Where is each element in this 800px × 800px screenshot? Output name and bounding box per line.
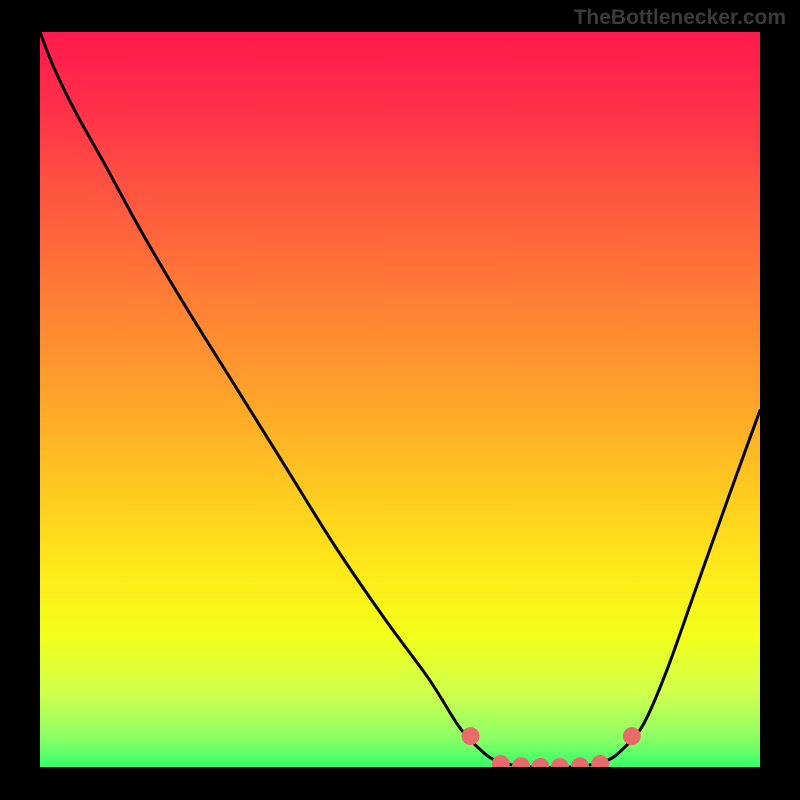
- curve-marker: [531, 758, 549, 767]
- curve-marker: [512, 757, 530, 767]
- curve-marker: [623, 727, 641, 745]
- chart-frame: TheBottlenecker.com: [0, 0, 800, 800]
- curve-marker: [462, 727, 480, 745]
- watermark-text: TheBottlenecker.com: [574, 6, 786, 30]
- plot-area: [40, 32, 760, 767]
- curve-marker: [591, 755, 609, 767]
- curve-marker: [492, 755, 510, 767]
- bottleneck-curve: [40, 32, 760, 767]
- curve-marker: [551, 758, 569, 767]
- curve-layer: [40, 32, 760, 767]
- marker-group: [462, 727, 641, 767]
- curve-marker: [571, 757, 589, 767]
